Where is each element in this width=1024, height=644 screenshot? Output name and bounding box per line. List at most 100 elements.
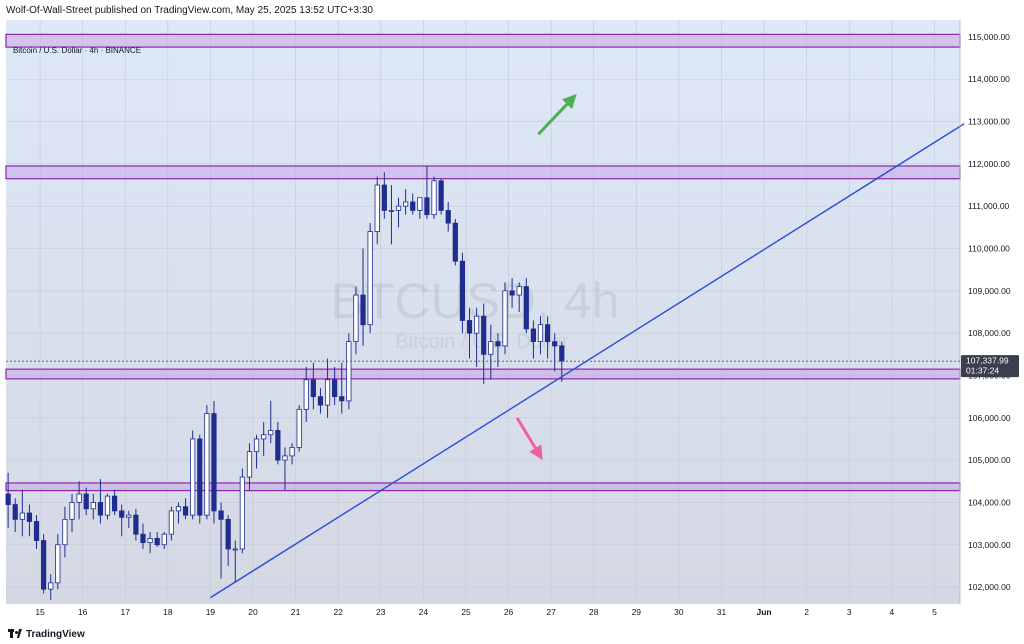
candle-up [353,294,359,343]
candle-up [246,451,253,478]
candle-up [261,434,267,440]
time-tick-label: 25 [461,607,471,617]
candle-down [275,430,281,461]
candle-down [438,180,444,211]
candle-up [76,493,82,503]
time-axis-background [0,604,1024,624]
candle-up [537,324,544,343]
candle-down [530,328,536,343]
time-tick-label: 20 [248,607,258,617]
candle-down [119,510,125,518]
candle-down [211,413,217,512]
last-price-label: 107,337.99 [966,356,1009,366]
candle-up [431,180,437,216]
price-zone [5,482,961,492]
candle-down [523,286,529,330]
candles[interactable] [5,166,565,600]
candle-up [417,197,423,211]
candle-down [544,324,551,343]
price-chart[interactable]: BTCUSD, 4h Bitcoin / U.S. Dollar 102,000… [0,20,1024,624]
symbol-info[interactable]: Bitcoin / U.S. Dollar · 4h · BINANCE [13,46,142,55]
candle-down [12,504,18,520]
time-tick-label: 19 [206,607,216,617]
time-tick-label: 27 [546,607,556,617]
time-tick-label: 5 [932,607,937,617]
candle-up [502,290,508,347]
arrow-down-shaft [515,417,537,449]
candle-up [126,514,132,518]
time-tick-label: 30 [674,607,684,617]
time-tick-label: 21 [291,607,301,617]
candle-up [303,379,309,410]
price-zone [5,165,961,180]
candle-down [495,341,501,347]
candle-up [19,512,25,520]
candle-down [310,379,316,398]
candle-up [69,502,75,520]
candle-down [133,514,139,535]
candle-up [232,548,238,551]
time-tick-label: 3 [847,607,852,617]
candle-up [161,533,167,546]
price-tick-label: 112,000.00 [968,159,1010,169]
candle-down [182,506,189,516]
candle-up [90,502,96,510]
candle-down [218,510,224,520]
candle-up [296,408,302,448]
tradingview-logo[interactable]: TradingView [8,629,85,640]
candle-down [154,538,160,546]
time-axis[interactable]: 15 16 17 18 19 20 21 22 23 24 25 26 27 28 29 30 31 Jun 2 3 4… [35,607,937,617]
candle-up [62,518,68,546]
candle-down [410,201,416,211]
trendline [210,123,965,599]
candle-up [55,544,61,584]
candle-down [559,345,565,362]
candle-up [147,538,153,544]
time-tick-label: 17 [121,607,131,617]
candle-down [381,184,387,211]
price-tick-label: 110,000.00 [968,244,1010,254]
candle-down [317,396,324,406]
price-tick-label: 108,000.00 [968,328,1011,338]
candle-down [445,210,451,224]
arrow-up-icon [561,94,577,110]
time-tick-label: 4 [889,607,894,617]
candle-up [374,184,380,232]
candle-down [509,290,515,296]
time-tick-label: Jun [757,607,772,617]
candle-up [168,510,174,535]
candle-up [367,231,373,326]
footer: TradingView [0,624,1024,644]
candle-down [466,320,473,334]
candle-up [516,286,522,296]
price-tick-label: 113,000.00 [968,117,1010,127]
price-tick-label: 111,000.00 [968,201,1010,211]
price-tick-label: 115,000.00 [968,32,1010,42]
chart-area[interactable]: BTCUSD, 4h Bitcoin / U.S. Dollar 102,000… [0,20,1024,624]
candle-up [324,379,331,406]
time-tick-label: 24 [419,607,429,617]
candle-down [225,518,231,550]
candle-down [424,197,430,216]
watermark: BTCUSD, 4h Bitcoin / U.S. Dollar [331,273,620,353]
candle-down [552,341,558,347]
price-tick-label: 102,000.00 [968,582,1011,592]
candle-up [104,495,111,516]
time-tick-label: 29 [632,607,642,617]
last-price-tag [961,355,1019,378]
time-tick-label: 18 [163,607,173,617]
candle-down [452,222,458,262]
time-tick-label: 2 [804,607,809,617]
candle-up [175,506,182,512]
arrow-down-icon [529,444,543,461]
time-tick-label: 26 [504,607,514,617]
candle-down [459,260,466,321]
candle-down [197,438,203,516]
time-tick-label: 23 [376,607,386,617]
candle-up [488,341,494,355]
time-tick-label: 28 [589,607,599,617]
drawings[interactable] [210,94,965,599]
candle-down [83,493,89,510]
candle-up [239,476,245,550]
